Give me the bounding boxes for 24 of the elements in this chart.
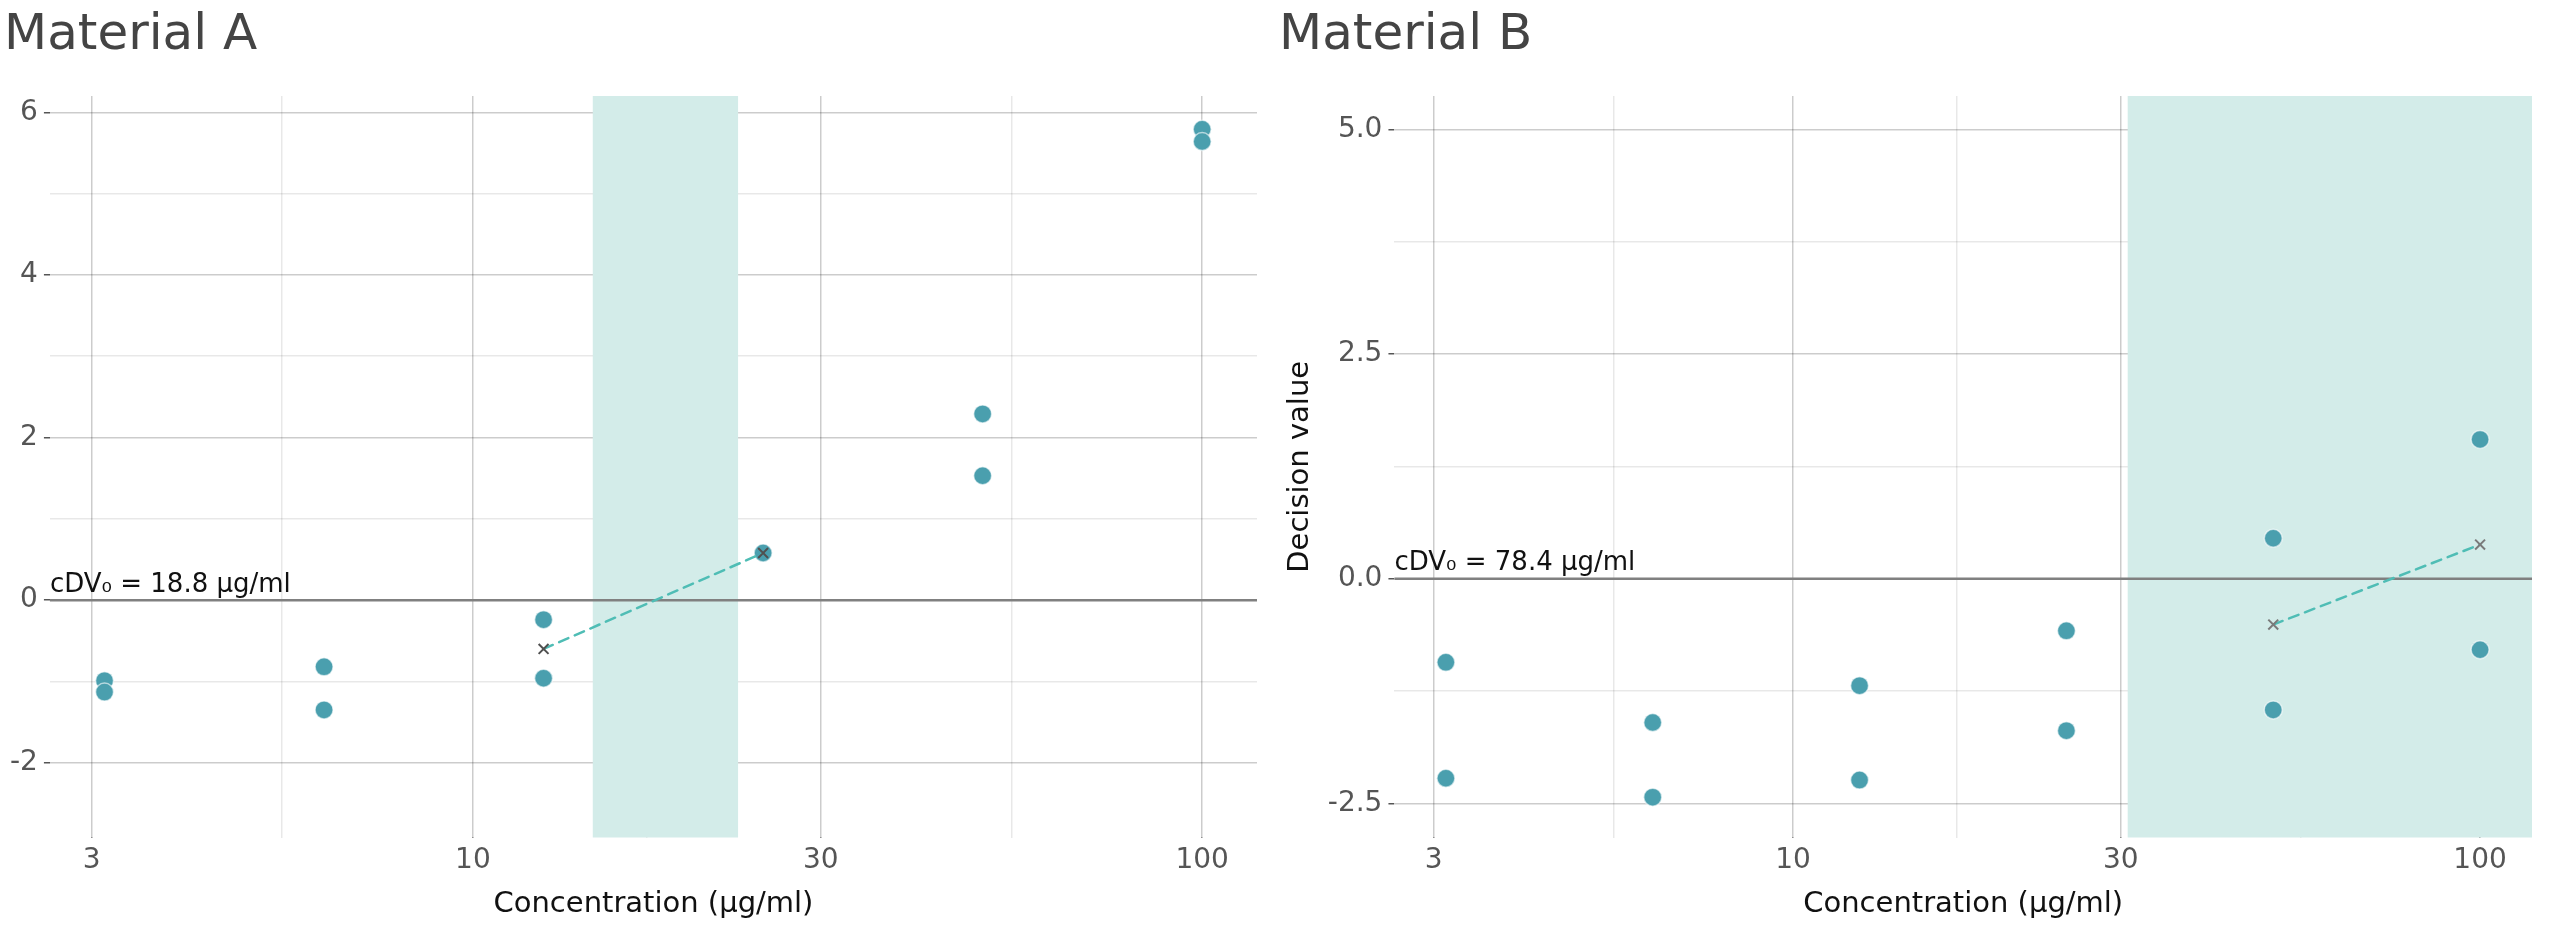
y-tick-label: -2 xyxy=(10,744,38,778)
chart-title: Material A xyxy=(4,2,258,61)
annotation: cDV₀ = 18.8 µg/ml xyxy=(49,567,291,598)
x-tick-label: 3 xyxy=(82,841,101,875)
x-tick-label: 30 xyxy=(803,841,839,875)
x-axis-title: Concentration (µg/ml) xyxy=(1803,885,2124,920)
y-tick-label: 0 xyxy=(20,581,38,615)
y-tick-label: 2.5 xyxy=(1337,335,1383,369)
y-tick-label: 4 xyxy=(20,256,38,290)
x-axis-title: Concentration (µg/ml) xyxy=(493,885,814,920)
y-tick-label: 2 xyxy=(20,418,38,452)
y-axis-title: Decision value xyxy=(1280,360,1315,573)
y-tick-label: -2.5 xyxy=(1327,784,1383,818)
y-tick-label: 0.0 xyxy=(1337,560,1383,593)
annotation: cDV₀ = 78.4 µg/ml xyxy=(1394,546,1636,577)
y-tick-label: 6 xyxy=(20,93,38,127)
x-tick-label: 3 xyxy=(1424,841,1443,875)
chart-title: Material B xyxy=(1279,2,1533,61)
x-tick-label: 100 xyxy=(2453,841,2507,875)
x-tick-label: 100 xyxy=(1175,841,1229,875)
y-tick-label: 5.0 xyxy=(1337,110,1383,144)
x-tick-label: 10 xyxy=(455,841,491,875)
x-tick-label: 10 xyxy=(1775,841,1811,875)
x-tick-label: 30 xyxy=(2103,841,2139,875)
